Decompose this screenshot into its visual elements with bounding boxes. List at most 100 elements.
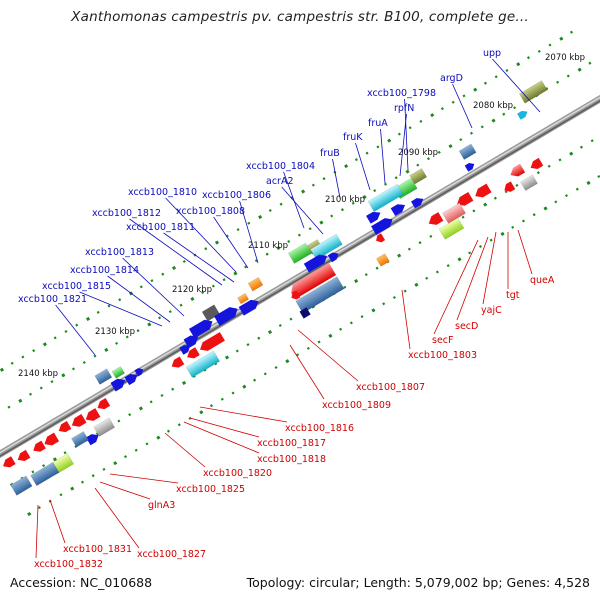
reverse-gene	[44, 432, 60, 446]
tick-mark	[418, 241, 422, 245]
forward-gene-label: xccb100_1811	[126, 222, 195, 233]
tick-mark	[190, 296, 195, 301]
tick-mark	[177, 423, 181, 427]
reverse-gene	[457, 192, 474, 206]
tick-mark	[311, 183, 315, 187]
tick-mark	[521, 219, 525, 223]
tick-mark	[224, 355, 230, 360]
forward-gene	[110, 378, 126, 392]
tick-mark	[0, 367, 4, 372]
tick-mark	[586, 180, 591, 185]
reverse-gene-label: xccb100_1832	[34, 559, 103, 570]
tick-mark	[426, 157, 430, 161]
reverse-label-leader	[401, 289, 411, 350]
tick-mark	[437, 150, 441, 154]
reverse-label-leader	[297, 329, 359, 382]
forward-gene-label: xccb100_1798	[367, 88, 436, 99]
reverse-gene	[291, 290, 301, 300]
tick-mark	[166, 429, 170, 433]
forward-gene	[238, 299, 259, 316]
tick-mark	[149, 400, 153, 404]
forward-label-leader	[404, 98, 409, 171]
tick-mark	[354, 278, 359, 284]
tick-mark	[289, 317, 293, 321]
reverse-gene	[530, 157, 544, 169]
tick-mark	[559, 36, 564, 41]
tick-mark	[511, 225, 515, 229]
tick-mark	[405, 169, 410, 174]
forward-gene	[287, 242, 312, 264]
scale-label: 2100 kbp	[325, 195, 365, 205]
tick-mark	[375, 266, 379, 270]
tick-mark	[113, 461, 118, 466]
tick-mark	[265, 252, 269, 256]
reverse-gene	[200, 332, 225, 351]
tick-mark	[287, 239, 291, 243]
tick-mark	[102, 467, 106, 471]
reverse-gene	[428, 212, 444, 225]
forward-gene	[183, 335, 199, 349]
tick-mark	[440, 107, 444, 111]
tick-mark	[220, 397, 224, 401]
forward-gene	[124, 374, 138, 386]
tick-mark	[430, 113, 435, 118]
forward-gene	[409, 168, 428, 185]
tick-mark	[577, 67, 582, 72]
reverse-gene	[30, 461, 60, 487]
tick-mark	[462, 94, 466, 98]
forward-label-leader	[492, 58, 541, 113]
forward-gene-label: acrA2	[266, 176, 294, 187]
forward-gene-label: fruK	[343, 132, 363, 143]
reverse-gene	[375, 253, 390, 267]
forward-gene-label: xccb100_1810	[128, 187, 197, 198]
tick-mark	[403, 289, 407, 293]
tick-mark	[536, 171, 540, 175]
tick-mark	[42, 342, 47, 347]
tick-mark	[569, 151, 574, 156]
forward-gene	[214, 307, 238, 326]
tick-mark	[257, 336, 261, 340]
reverse-gene	[291, 262, 337, 297]
forward-label-leader	[129, 218, 223, 286]
forward-gene-label: xccb100_1804	[246, 161, 315, 172]
forward-gene-label: xccb100_1821	[18, 294, 87, 305]
forward-label-leader	[355, 142, 371, 191]
tick-mark	[80, 480, 84, 484]
tick-mark	[236, 228, 240, 232]
reverse-gene-label: xccb100_1817	[257, 438, 326, 449]
tick-mark	[319, 220, 324, 225]
tick-mark	[343, 285, 347, 289]
tick-mark	[491, 118, 496, 123]
tick-mark	[123, 455, 127, 459]
label-layer: 2070 kbp 2080 kbp 2090 kbp 2100 kbp 2110 kbp…	[18, 48, 585, 570]
tick-mark	[247, 221, 251, 225]
scale-label: 2110 kbp	[248, 241, 288, 251]
tick-mark	[461, 215, 465, 219]
tick-mark	[483, 81, 487, 85]
reverse-gene	[295, 276, 345, 314]
forward-gene	[134, 368, 144, 377]
tick-mark	[469, 131, 473, 135]
tick-mark	[516, 62, 521, 67]
axis-layer	[0, 94, 600, 459]
tick-mark	[204, 247, 208, 251]
tick-mark	[37, 506, 41, 510]
tick-mark	[569, 30, 573, 34]
tick-mark	[548, 43, 552, 47]
tick-mark	[70, 486, 75, 491]
tick-mark	[558, 158, 562, 162]
tick-mark	[199, 410, 204, 415]
tick-mark	[419, 119, 423, 123]
forward-gene	[410, 198, 424, 209]
tick-mark	[214, 240, 220, 245]
tick-mark	[554, 200, 558, 204]
reverse-gene	[33, 440, 46, 452]
forward-gene	[179, 345, 191, 355]
tick-mark	[566, 74, 570, 78]
tick-mark	[446, 264, 450, 268]
reverse-label-leader	[49, 499, 66, 544]
tick-mark	[457, 257, 462, 262]
tick-mark	[515, 183, 519, 187]
reverse-gene	[510, 163, 526, 177]
